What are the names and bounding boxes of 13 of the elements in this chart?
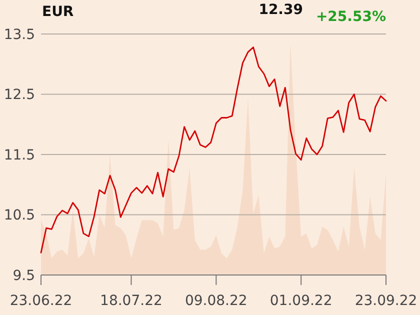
x-tick-label: 01.09.22 bbox=[270, 293, 332, 309]
chart-title: EUR bbox=[42, 4, 74, 20]
x-tick-label: 18.07.22 bbox=[100, 293, 162, 309]
text: +25.53% bbox=[316, 9, 386, 25]
y-tick-label: 9.5 bbox=[12, 268, 35, 284]
x-tick-label: 23.06.22 bbox=[10, 293, 72, 309]
x-tick-label: 23.09.22 bbox=[354, 293, 418, 309]
y-tick-label: 10.5 bbox=[4, 208, 35, 224]
y-tick-label: 13.5 bbox=[4, 26, 35, 43]
y-tick-label: 12.5 bbox=[4, 87, 35, 104]
y-tick-label: 11.5 bbox=[4, 147, 35, 164]
x-tick-label: 09.08.22 bbox=[184, 293, 248, 309]
text: 12.39 bbox=[258, 2, 303, 18]
